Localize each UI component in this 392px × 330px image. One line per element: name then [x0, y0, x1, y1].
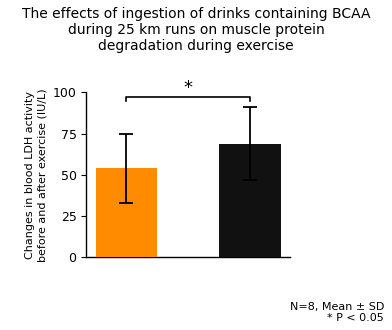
- Text: *: *: [184, 79, 192, 96]
- Bar: [96, 168, 157, 257]
- Text: The effects of ingestion of drinks containing BCAA
during 25 km runs on muscle p: The effects of ingestion of drinks conta…: [22, 7, 370, 53]
- Text: N=8, Mean ± SD
* P < 0.05: N=8, Mean ± SD * P < 0.05: [290, 302, 384, 323]
- Y-axis label: Changes in blood LDH activity
before and after exercise (IU/L): Changes in blood LDH activity before and…: [25, 88, 47, 262]
- Bar: [219, 144, 281, 257]
